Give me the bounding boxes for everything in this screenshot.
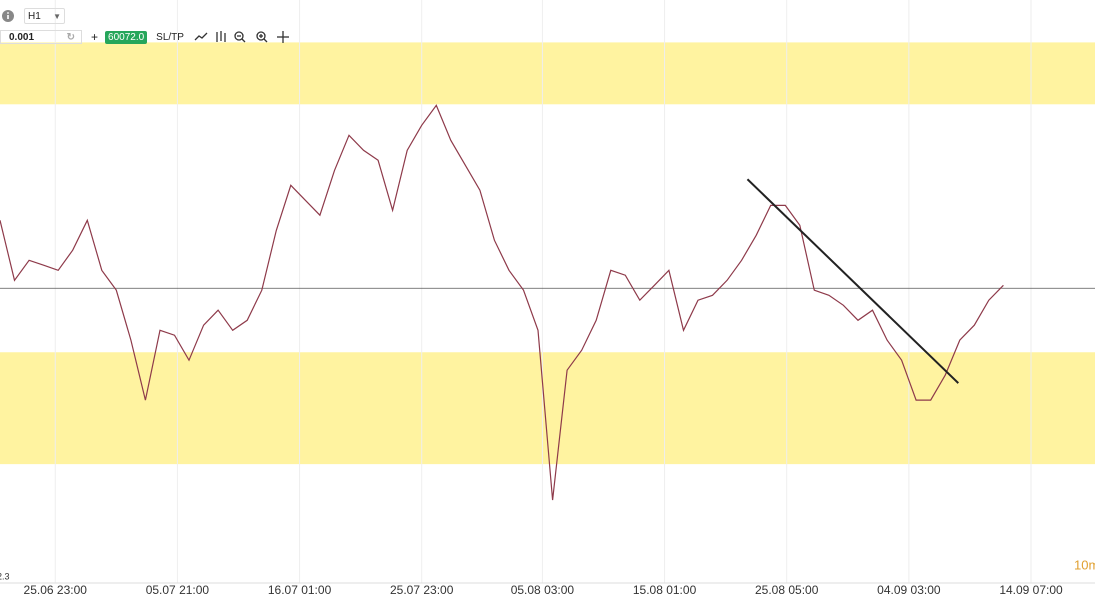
corner-label-right: 10m	[1074, 557, 1095, 572]
x-tick-label: 04.09 03:00	[877, 583, 941, 597]
x-tick-label: 16.07 01:00	[268, 583, 332, 597]
timeframe: H1	[28, 10, 41, 22]
line-tool[interactable]	[194, 32, 208, 41]
dropdown-caret: ▼	[53, 11, 61, 21]
info-icon[interactable]	[1, 9, 15, 23]
x-tick-label: 05.07 21:00	[146, 583, 210, 597]
x-tick-label: 25.07 23:00	[390, 583, 454, 597]
x-tick-label: 25.08 05:00	[755, 583, 819, 597]
x-tick-label: 25.06 23:00	[24, 583, 88, 597]
zoom-in[interactable]	[256, 31, 268, 43]
move-tool[interactable]	[276, 31, 289, 43]
tool-icons	[194, 31, 289, 43]
toolbar-row-2: 0.001 ↻ + 60072.0 SL/TP	[0, 29, 302, 45]
x-tick-label: 15.08 01:00	[633, 583, 697, 597]
add-button[interactable]: +	[91, 30, 99, 44]
price-zone	[0, 42, 1095, 105]
sltp-button[interactable]: SL/TP	[156, 31, 184, 43]
x-tick-label: 14.09 07:00	[999, 583, 1063, 597]
x-tick-label: 05.08 03:00	[511, 583, 575, 597]
quantity: 0.001	[9, 31, 35, 43]
refresh-icon[interactable]: ↻	[66, 31, 75, 43]
quantity-input[interactable]: 0.001 ↻	[0, 30, 82, 44]
corner-label-left: 02.3	[0, 571, 10, 581]
price-line	[0, 104, 1004, 501]
timeframe-select[interactable]: H1 ▼	[24, 8, 65, 24]
trendline	[746, 178, 960, 384]
zoom-out[interactable]	[234, 31, 246, 43]
price-badge[interactable]: 60072.0	[105, 30, 148, 44]
candle-tool[interactable]	[216, 31, 226, 42]
toolbar-row-1: H1 ▼	[0, 8, 65, 24]
